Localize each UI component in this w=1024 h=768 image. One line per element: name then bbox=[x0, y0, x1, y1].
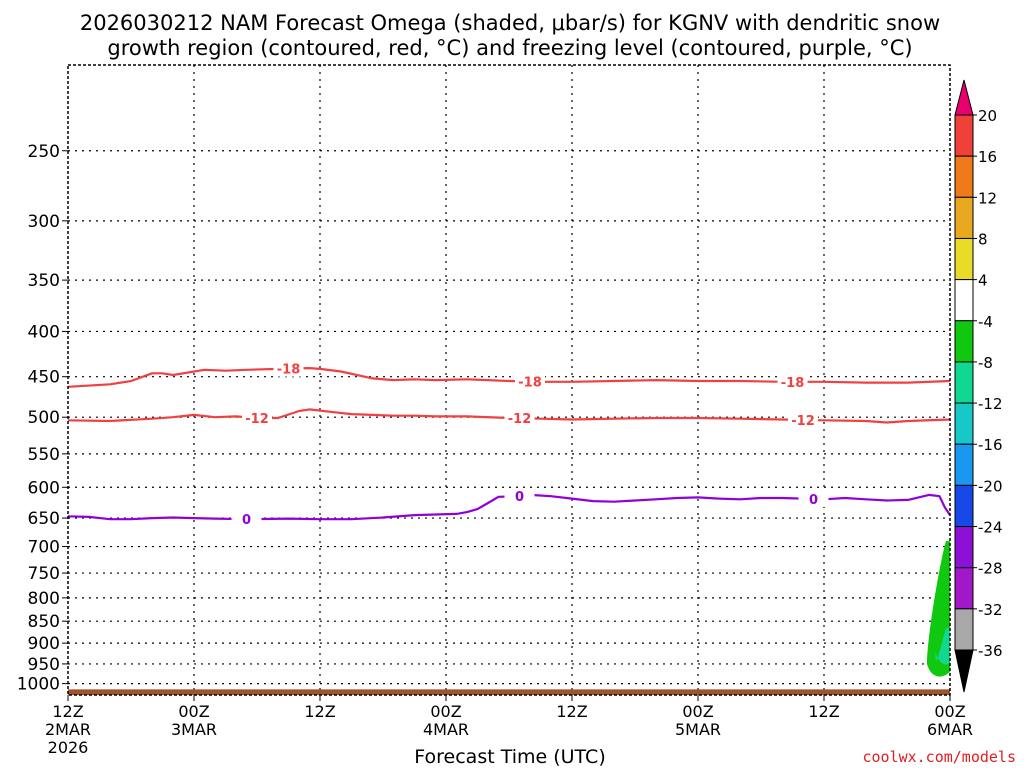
contour-label--12-2: -12 bbox=[791, 414, 815, 429]
contour-line-0 bbox=[67, 493, 951, 521]
x-tick-label-5-1: 00Z bbox=[682, 702, 713, 721]
colorbar-label-5: -4 bbox=[978, 313, 993, 331]
x-tick-label-5-2: 5MAR bbox=[675, 720, 721, 739]
colorbar-label-11: -28 bbox=[978, 560, 1003, 578]
y-tick-label-1000: 1000 bbox=[17, 675, 60, 695]
colorbar-label-7: -12 bbox=[978, 395, 1003, 413]
contour-label-bg-0-0 bbox=[231, 511, 262, 528]
x-tick-label-1-1: 00Z bbox=[178, 702, 209, 721]
colorbar-box-10 bbox=[954, 526, 974, 569]
contour-label-bg--12-1 bbox=[504, 410, 535, 427]
colorbar-box-12 bbox=[954, 608, 974, 651]
contour-label-bg--18-0 bbox=[273, 360, 304, 377]
x-tick-label-4-1: 12Z bbox=[556, 702, 587, 721]
x-tick-label-7-2: 6MAR bbox=[927, 720, 973, 739]
colorbar-label-8: -16 bbox=[978, 436, 1003, 454]
x-tick-label-7-1: 00Z bbox=[934, 702, 965, 721]
colorbar-label-4: 4 bbox=[978, 272, 988, 290]
contour-label--12-0: -12 bbox=[245, 412, 269, 427]
colorbar-label-10: -24 bbox=[978, 519, 1003, 537]
x-tick-label-2-1: 12Z bbox=[304, 702, 335, 721]
colorbar-box-5 bbox=[954, 320, 974, 363]
colorbar-label-12: -32 bbox=[978, 601, 1003, 619]
colorbar-box-1 bbox=[954, 155, 974, 198]
colorbar-label-2: 12 bbox=[978, 189, 997, 207]
colorbar-label-13: -36 bbox=[978, 642, 1003, 660]
x-tick-label-0-1: 12Z bbox=[52, 702, 83, 721]
y-tick-label-250: 250 bbox=[28, 142, 60, 162]
contour-label-0-2: 0 bbox=[809, 493, 818, 508]
y-tick-label-450: 450 bbox=[28, 368, 60, 388]
y-tick-label-600: 600 bbox=[28, 478, 60, 498]
colorbar-box-11 bbox=[954, 567, 974, 610]
contour-label-bg--12-2 bbox=[788, 411, 818, 428]
pressure-axis: 2503003504004505005506006507007508008509… bbox=[17, 142, 68, 695]
y-tick-label-500: 500 bbox=[28, 408, 60, 428]
y-tick-label-300: 300 bbox=[28, 212, 60, 232]
colorbar-box-9 bbox=[954, 484, 974, 528]
contour-label-bg--18-2 bbox=[777, 373, 808, 390]
contour-label--18-0: -18 bbox=[277, 363, 301, 378]
colorbar-box-2 bbox=[954, 196, 974, 239]
colorbar-label-3: 8 bbox=[978, 230, 988, 248]
contour-label-0-0: 0 bbox=[242, 513, 251, 528]
omega-shading bbox=[926, 541, 950, 677]
contour-label-bg-0-1 bbox=[504, 488, 535, 505]
plot-frame bbox=[67, 64, 951, 696]
surface-ground-bar bbox=[68, 689, 950, 695]
y-tick-label-950: 950 bbox=[28, 655, 60, 675]
contour-line--18 bbox=[67, 367, 951, 388]
colorbar-box-8 bbox=[954, 443, 974, 486]
y-tick-label-900: 900 bbox=[28, 634, 60, 654]
colorbar-label-6: -8 bbox=[978, 354, 993, 372]
contour-label-0-1: 0 bbox=[515, 490, 524, 505]
contour-label-bg-0-2 bbox=[798, 490, 829, 507]
chart-title-line1: 2026030212 NAM Forecast Omega (shaded, μ… bbox=[80, 11, 940, 35]
contour-line--12 bbox=[67, 408, 951, 424]
y-tick-label-800: 800 bbox=[28, 589, 60, 609]
contour-label--18-2: -18 bbox=[781, 376, 805, 391]
colorbar-label-9: -20 bbox=[978, 477, 1003, 495]
colorbar-bottom-arrow bbox=[954, 649, 974, 693]
plot-area: -18 -18 -18 -12 -12 -12 0 0 0 bbox=[67, 64, 951, 696]
temperature-contours: -18 -18 -18 -12 -12 -12 0 0 0 bbox=[67, 360, 951, 528]
x-tick-label-6-1: 12Z bbox=[808, 702, 839, 721]
x-tick-label-0-3: 2026 bbox=[48, 738, 89, 757]
colorbar: 20 16 12 8 4 -4 -8 -12 -16 -20 -24 -28 -32 -36 bbox=[954, 79, 1003, 693]
omega-shaded-region--12 bbox=[935, 627, 950, 665]
colorbar-top-arrow bbox=[954, 79, 974, 116]
chart-title-line2: growth region (contoured, red, °C) and f… bbox=[107, 36, 912, 60]
colorbar-label-0: 20 bbox=[978, 107, 997, 125]
colorbar-box-6 bbox=[954, 361, 974, 404]
x-axis-label: Forecast Time (UTC) bbox=[414, 746, 605, 768]
y-tick-label-550: 550 bbox=[28, 445, 60, 465]
x-tick-label-0-2: 2MAR bbox=[45, 720, 91, 739]
y-tick-label-850: 850 bbox=[28, 612, 60, 632]
contour-label--18-1: -18 bbox=[518, 376, 542, 391]
y-tick-label-650: 650 bbox=[28, 509, 60, 529]
y-tick-label-400: 400 bbox=[28, 322, 60, 342]
x-tick-label-3-2: 4MAR bbox=[423, 720, 469, 739]
colorbar-box-3 bbox=[954, 237, 974, 281]
x-tick-label-3-1: 00Z bbox=[430, 702, 461, 721]
colorbar-box-0 bbox=[954, 114, 974, 157]
x-tick-label-1-2: 3MAR bbox=[171, 720, 217, 739]
colorbar-label-1: 16 bbox=[978, 148, 997, 166]
contour-label--12-1: -12 bbox=[508, 412, 532, 427]
contour-label-bg--12-0 bbox=[242, 409, 272, 426]
y-tick-label-700: 700 bbox=[28, 538, 60, 558]
colorbar-box-4 bbox=[954, 279, 974, 322]
watermark: coolwx.com/models bbox=[862, 748, 1016, 766]
contour-label-bg--18-1 bbox=[515, 373, 545, 390]
colorbar-box-7 bbox=[954, 402, 974, 445]
y-tick-label-350: 350 bbox=[28, 271, 60, 291]
y-tick-label-750: 750 bbox=[28, 564, 60, 584]
